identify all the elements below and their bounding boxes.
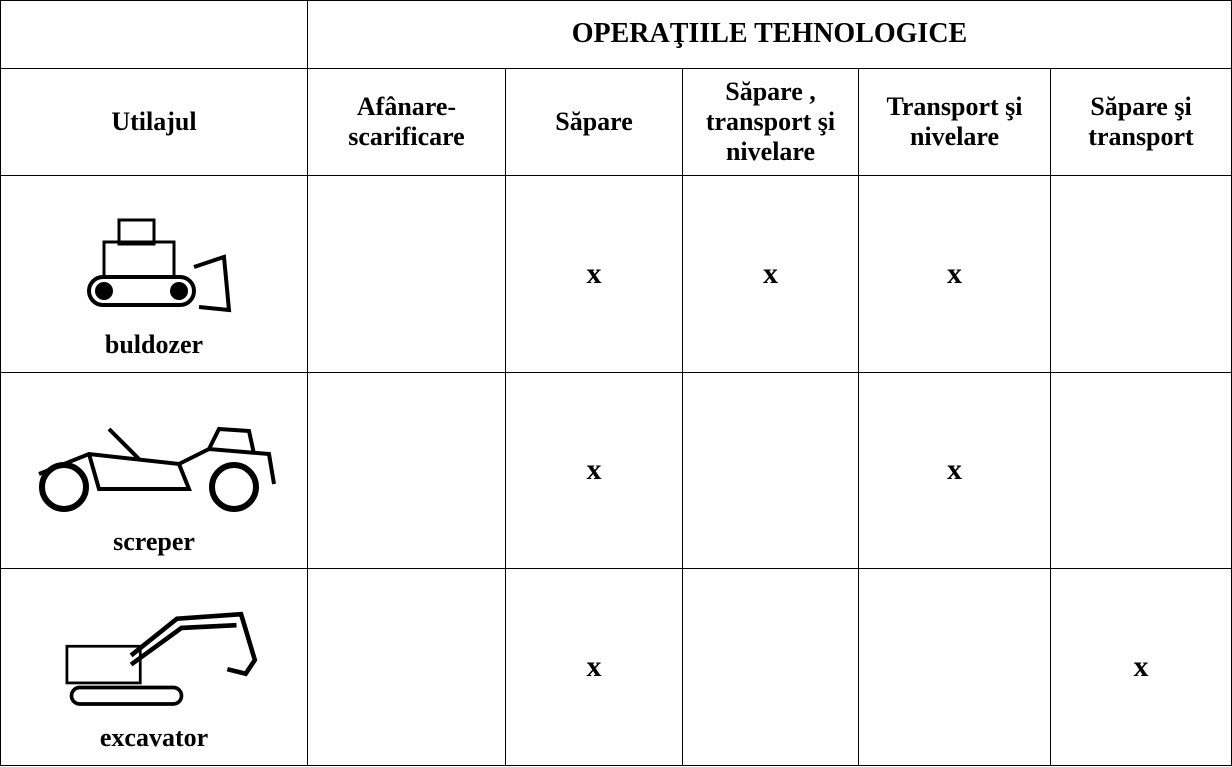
empty-cell: [1050, 371, 1232, 570]
header-row: Utilajul Afânare-scarificare Săpare Săpare …: [0, 68, 1232, 177]
empty-cell: [307, 371, 506, 570]
empty-cell: [307, 568, 506, 766]
operation-mark: x: [505, 568, 683, 766]
title-row: OPERAŢIILE TEHNOLOGICE: [0, 0, 1232, 70]
operation-mark: x: [858, 175, 1051, 373]
machine-name: buldozer: [104, 330, 204, 360]
operation-mark: x: [1050, 568, 1232, 766]
empty-cell: [1050, 175, 1232, 373]
machine-cell: excavator: [0, 568, 308, 766]
machine-drawing: [19, 605, 289, 715]
column-header: Săpare şi transport: [1050, 68, 1232, 177]
machine-name: excavator: [99, 723, 209, 753]
machine-name: screper: [113, 526, 195, 556]
column-header: Săpare , transport şi nivelare: [682, 68, 859, 177]
empty-cell: [682, 568, 859, 766]
machine-drawing: [19, 409, 289, 519]
machine-row: excavator x x: [0, 568, 1232, 766]
machine-row: screper x x: [0, 371, 1232, 570]
machine-cell: screper: [0, 371, 308, 570]
empty-cell: [0, 0, 308, 70]
operation-mark: x: [682, 175, 859, 373]
column-header: Transport şi nivelare: [858, 68, 1051, 177]
empty-cell: [307, 175, 506, 373]
table-title: OPERAŢIILE TEHNOLOGICE: [307, 0, 1232, 70]
operation-mark: x: [505, 175, 683, 373]
column-header: Afânare-scarificare: [307, 68, 506, 177]
empty-cell: [858, 568, 1051, 766]
empty-cell: [682, 371, 859, 570]
machine-row: buldozer x x x: [0, 175, 1232, 373]
column-header: Utilajul: [0, 68, 308, 177]
machine-drawing: [64, 212, 244, 322]
column-header: Săpare: [505, 68, 683, 177]
machine-cell: buldozer: [0, 175, 308, 373]
operation-mark: x: [505, 371, 683, 570]
operation-mark: x: [858, 371, 1051, 570]
